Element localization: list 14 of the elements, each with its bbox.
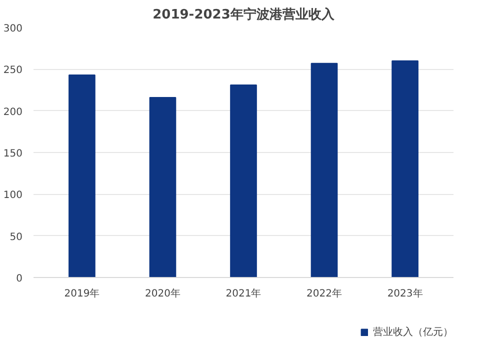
y-tick-label: 0 [16,274,23,284]
y-tick-label: 300 [3,24,23,34]
y-tick-label: 250 [3,65,23,76]
legend-label: 营业收入（亿元） [373,326,453,339]
x-tick-label: 2020年 [145,288,180,300]
y-tick-label: 150 [3,148,23,160]
x-tick-label: 2021年 [226,288,262,300]
y-tick-label: 100 [3,190,23,202]
chart-title: 2019-2023年宁波港营业收入 [152,6,336,22]
x-tick-label: 2022年 [306,288,342,300]
x-tick-label: 2019年 [64,288,100,300]
x-tick-label: 2023年 [387,288,423,300]
y-tick-label: 50 [10,232,23,243]
y-tick-label: 200 [3,106,23,118]
